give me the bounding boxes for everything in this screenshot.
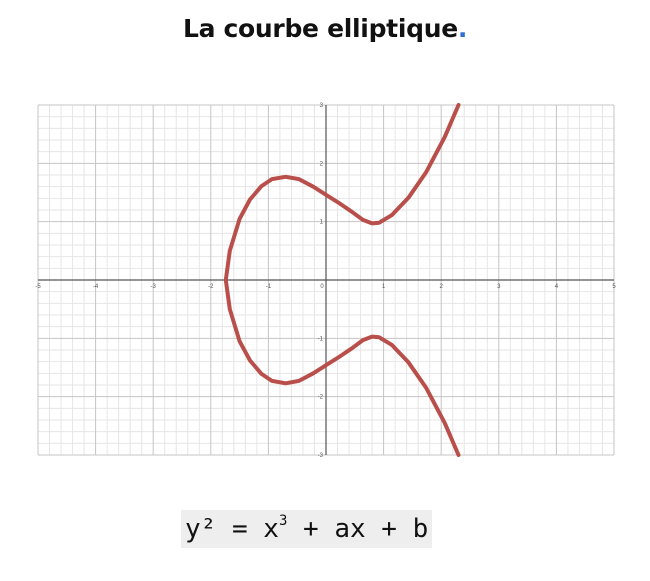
series-layer bbox=[223, 103, 461, 457]
tick-labels: -5 -4 -3 -2 -1 0 1 2 3 4 5 -3 -2 -1 1 2 3 bbox=[35, 103, 616, 459]
equation-equals-x: = x bbox=[216, 514, 279, 544]
x-tick-label: 4 bbox=[555, 284, 559, 290]
x-tick-label: -1 bbox=[266, 284, 272, 290]
x-tick-label: 1 bbox=[382, 284, 386, 290]
y-tick-label: 1 bbox=[320, 220, 324, 226]
equation-lhs: y² bbox=[185, 514, 217, 544]
page-title: La courbe elliptique. bbox=[0, 14, 650, 43]
y-tick-label: -1 bbox=[318, 336, 324, 342]
curve-equation: y² = x3 + ax + b bbox=[181, 510, 433, 548]
x-tick-label: 3 bbox=[497, 284, 501, 290]
title-text: La courbe elliptique bbox=[182, 14, 458, 43]
x-tick-label: 0 bbox=[320, 284, 324, 290]
equation-exponent: 3 bbox=[278, 513, 288, 529]
x-tick-label: -4 bbox=[93, 284, 99, 290]
x-tick-label: 2 bbox=[440, 284, 444, 290]
y-tick-label: -3 bbox=[318, 453, 324, 459]
y-tick-label: 2 bbox=[320, 161, 324, 167]
axes bbox=[38, 105, 614, 455]
x-tick-label: -5 bbox=[35, 284, 41, 290]
x-tick-label: -2 bbox=[208, 284, 214, 290]
x-tick-label: 5 bbox=[612, 284, 616, 290]
equation-rhs: + ax + b bbox=[287, 514, 429, 544]
y-tick-label: 3 bbox=[320, 103, 324, 109]
curve-series-line bbox=[223, 103, 461, 457]
title-dot: . bbox=[457, 14, 468, 43]
y-tick-label: -2 bbox=[318, 395, 324, 401]
x-tick-label: -3 bbox=[151, 284, 157, 290]
